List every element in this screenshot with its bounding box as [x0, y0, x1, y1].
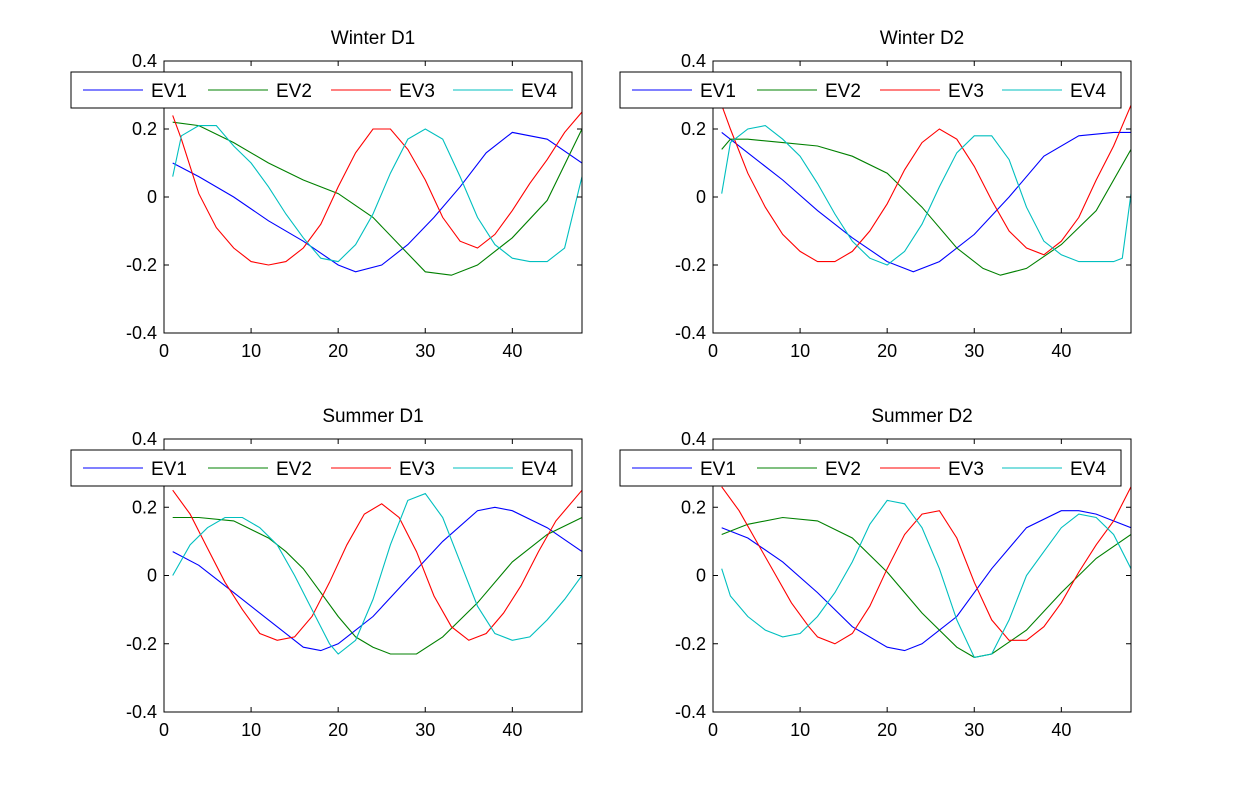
y-tick-label: 0.2 — [132, 497, 157, 517]
series-line-ev3 — [721, 104, 1131, 263]
chart-panel: Winter D1 0 10 20 30 40 -0.4 -0.2 0 0.2 0.4 EV1 EV2 E… — [70, 28, 583, 361]
series-line-ev2 — [721, 516, 1131, 658]
legend-label: EV4 — [1070, 459, 1106, 480]
y-tick-label: -0.2 — [675, 634, 706, 654]
legend-label: EV1 — [700, 81, 736, 102]
plot-area — [172, 111, 582, 276]
x-tick-label: 30 — [964, 720, 984, 740]
legend-label: EV1 — [700, 459, 736, 480]
y-tick-label: 0 — [147, 187, 157, 207]
y-tick-label: -0.4 — [126, 323, 157, 343]
chart-panel: Summer D2 0 10 20 30 40 -0.4 -0.2 0 0.2 0.4 EV1 EV2 E… — [619, 406, 1132, 740]
series-line-ev1 — [721, 510, 1131, 652]
chart-title: Winter D2 — [880, 28, 964, 49]
x-tick-label: 20 — [328, 341, 348, 361]
series-line-ev1 — [172, 506, 582, 652]
y-tick-label: -0.4 — [126, 702, 157, 722]
x-tick-label: 40 — [1051, 341, 1071, 361]
legend-label: EV2 — [276, 459, 312, 480]
legend-label: EV3 — [948, 81, 984, 102]
y-tick-label: 0 — [147, 566, 157, 586]
legend-box — [70, 449, 573, 487]
x-tick-label: 20 — [877, 341, 897, 361]
x-tick-label: 40 — [1051, 720, 1071, 740]
y-tick-label: 0.2 — [681, 497, 706, 517]
chart-panel: Summer D1 0 10 20 30 40 -0.4 -0.2 0 0.2 0.4 EV1 EV2 E… — [70, 406, 583, 740]
y-tick-label: 0.4 — [681, 51, 706, 71]
y-tick-label: 0.4 — [681, 429, 706, 449]
y-tick-label: 0.4 — [132, 429, 157, 449]
chart-title: Summer D1 — [322, 406, 423, 427]
series-line-ev4 — [172, 492, 582, 655]
y-tick-label: 0.2 — [132, 119, 157, 139]
x-tick-label: 20 — [877, 720, 897, 740]
x-tick-label: 0 — [159, 341, 169, 361]
legend-label: EV1 — [151, 459, 187, 480]
legend-label: EV3 — [948, 459, 984, 480]
y-tick-label: -0.4 — [675, 323, 706, 343]
x-tick-label: 40 — [502, 720, 522, 740]
x-tick-label: 30 — [415, 720, 435, 740]
x-tick-label: 0 — [708, 341, 718, 361]
y-tick-label: -0.2 — [675, 255, 706, 275]
x-tick-label: 0 — [159, 720, 169, 740]
legend-label: EV4 — [1070, 81, 1106, 102]
plot-area — [172, 489, 582, 655]
x-tick-label: 10 — [241, 720, 261, 740]
legend-label: EV1 — [151, 81, 187, 102]
series-line-ev2 — [172, 516, 582, 655]
y-tick-label: -0.2 — [126, 255, 157, 275]
series-line-ev1 — [721, 131, 1131, 273]
y-tick-label: 0 — [696, 566, 706, 586]
chart-title: Winter D1 — [331, 28, 415, 49]
legend-label: EV3 — [399, 459, 435, 480]
series-line-ev3 — [721, 486, 1131, 645]
y-tick-label: -0.4 — [675, 702, 706, 722]
x-tick-label: 30 — [415, 341, 435, 361]
legend-label: EV2 — [825, 81, 861, 102]
chart-panel: Winter D2 0 10 20 30 40 -0.4 -0.2 0 0.2 0.4 EV1 EV2 E… — [619, 28, 1132, 361]
legend-label: EV3 — [399, 81, 435, 102]
y-tick-label: 0.4 — [132, 51, 157, 71]
x-tick-label: 10 — [790, 720, 810, 740]
x-tick-label: 10 — [241, 341, 261, 361]
legend-label: EV4 — [521, 81, 557, 102]
series-line-ev2 — [721, 138, 1131, 276]
legend-label: EV2 — [825, 459, 861, 480]
series-line-ev3 — [172, 489, 582, 641]
legend-label: EV4 — [521, 459, 557, 480]
series-line-ev4 — [721, 499, 1131, 659]
x-tick-label: 30 — [964, 341, 984, 361]
legend-label: EV2 — [276, 81, 312, 102]
x-tick-label: 0 — [708, 720, 718, 740]
x-tick-label: 10 — [790, 341, 810, 361]
plot-area — [721, 486, 1131, 659]
y-tick-label: 0 — [696, 187, 706, 207]
x-tick-label: 40 — [502, 341, 522, 361]
plot-area — [721, 104, 1131, 276]
series-line-ev1 — [172, 131, 582, 273]
chart-title: Summer D2 — [871, 406, 972, 427]
series-line-ev4 — [721, 125, 1131, 266]
series-line-ev4 — [172, 125, 582, 263]
series-line-ev2 — [172, 121, 582, 276]
x-tick-label: 20 — [328, 720, 348, 740]
y-tick-label: 0.2 — [681, 119, 706, 139]
y-tick-label: -0.2 — [126, 634, 157, 654]
series-line-ev3 — [172, 111, 582, 266]
